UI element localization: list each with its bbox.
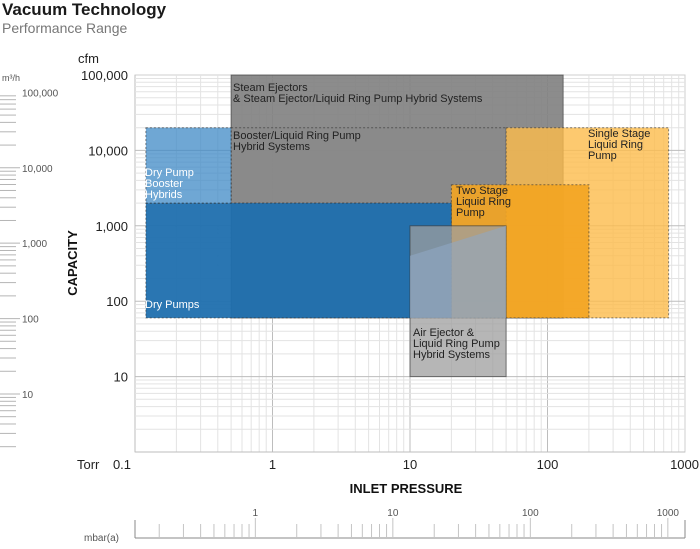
x-axis-title: INLET PRESSURE — [350, 481, 463, 496]
y2-unit-label: m³/h — [2, 73, 20, 83]
y-unit-label: cfm — [78, 51, 99, 66]
y2-tick-label: 10,000 — [22, 164, 53, 175]
y-axis-title: CAPACITY — [65, 230, 80, 296]
region-label-1: Booster/Liquid Ring Pump Hybrid Systems — [233, 130, 361, 153]
x2-tick-label: 100 — [522, 508, 539, 519]
region-5 — [145, 127, 232, 204]
axes: cfm 10 100 1,000 10,000 100,000 CAPACITY Torr 0.… — [0, 51, 699, 544]
y-tick-label: 100 — [106, 294, 128, 309]
x-tick-label: 1 — [269, 457, 276, 472]
y-tick-label: 10,000 — [88, 143, 128, 158]
region-label-6: Air Ejector & Liquid Ring Pump Hybrid Syst… — [413, 327, 500, 361]
region-labels: Steam Ejectors & Steam Ejector/Liquid Rin… — [145, 82, 650, 361]
x-tick-label: 1000 — [670, 457, 699, 472]
region-label-5: Dry Pump Booster Hybrids — [145, 167, 194, 201]
region-label-2: Single Stage Liquid Ring Pump — [588, 128, 650, 162]
x-tick-label: 100 — [537, 457, 559, 472]
x2-unit-label: mbar(a) — [84, 533, 119, 544]
y-tick-label: 100,000 — [81, 68, 128, 83]
x2-tick-label: 1000 — [657, 508, 680, 519]
air-ejector-overlap — [410, 225, 507, 318]
y2-tick-label: 100,000 — [22, 88, 59, 99]
x-unit-label: Torr — [77, 457, 100, 472]
y2-tick-label: 100 — [22, 315, 39, 326]
region-label-4: Dry Pumps — [145, 299, 200, 311]
x2-tick-label: 1 — [253, 508, 259, 519]
chart-title: Vacuum Technology — [2, 0, 167, 19]
regions — [145, 74, 670, 378]
region-4 — [145, 202, 452, 319]
y2-tick-label: 10 — [22, 390, 34, 401]
y-tick-label: 1,000 — [95, 219, 128, 234]
chart-subtitle: Performance Range — [2, 20, 128, 36]
region-label-3: Two Stage Liquid Ring Pump — [456, 185, 511, 219]
x-tick-label: 10 — [403, 457, 417, 472]
x-tick-label: 0.1 — [113, 457, 131, 472]
region-label-0: Steam Ejectors & Steam Ejector/Liquid Rin… — [233, 82, 483, 105]
y2-tick-label: 1,000 — [22, 239, 47, 250]
y-tick-label: 10 — [114, 370, 128, 385]
x2-tick-label: 10 — [387, 508, 399, 519]
